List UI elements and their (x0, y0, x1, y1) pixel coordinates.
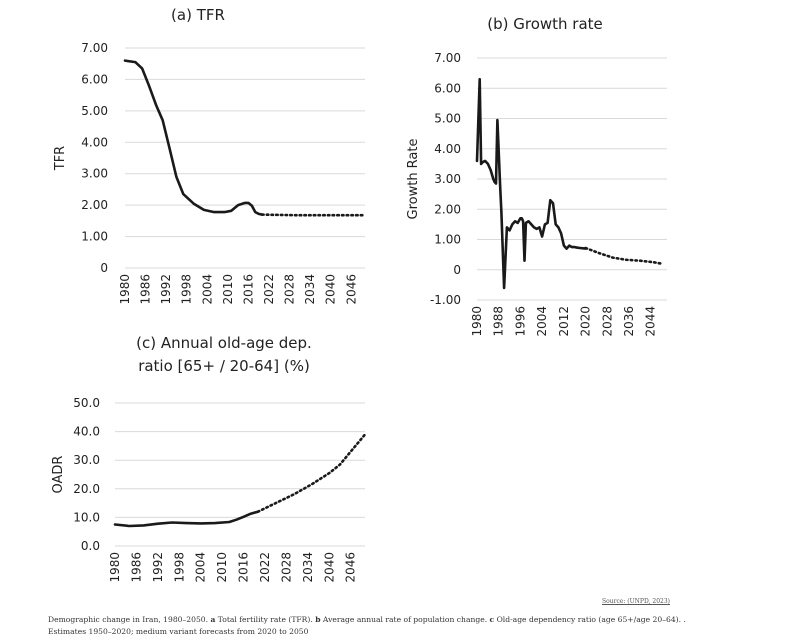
chart-c-x-tick-label: 2046 (344, 552, 358, 583)
chart-c-y-tick-label: 0.0 (81, 539, 100, 553)
chart-a-x-tick-label: 1986 (139, 274, 153, 305)
chart-a-y-axis-label: TFR (53, 146, 68, 171)
chart-c-x-tick-label: 2040 (322, 552, 336, 583)
chart-a-x-tick-label: 1992 (159, 274, 173, 305)
chart-a-y-tick-label: 7.00 (81, 41, 108, 55)
chart-b-y-tick-label: 6.00 (434, 81, 461, 95)
chart-c-x-tick-label: 2022 (258, 552, 272, 583)
chart-c-y-tick-label: 40.0 (73, 425, 100, 439)
figure: 0 1.00 2.00 3.00 4.00 5.00 6.00 7.00 1980 1986 199… (51, 6, 667, 583)
chart-a-y-tick-label: 6.00 (81, 72, 108, 86)
chart-b-title: (b) Growth rate (487, 15, 603, 33)
caption-b-text: Average annual rate of population change… (320, 615, 490, 624)
chart-c-x-tick-label: 1992 (151, 552, 165, 583)
source-link[interactable]: 2023 (652, 598, 668, 605)
chart-b-x-tick-label: 1996 (513, 306, 527, 337)
chart-b-y-tick-label: 4.00 (434, 142, 461, 156)
caption-a-letter: a (210, 615, 216, 624)
chart-a-x-tick-label: 1980 (118, 274, 132, 305)
caption-c-letter: c (489, 615, 495, 624)
chart-a-y-tick-label: 0 (100, 261, 108, 275)
chart-c-y-axis-label: OADR (51, 456, 66, 494)
source-suffix: ) (667, 598, 670, 605)
chart-b-y-tick-label: 0 (453, 263, 461, 277)
chart-b-y-tick-label: 2.00 (434, 202, 461, 216)
chart-c-series-estimates-line (113, 510, 260, 528)
chart-b-x-tick-label: 2036 (622, 306, 636, 337)
chart-c-x-tick-label: 1986 (129, 552, 143, 583)
figure-panel: 0 1.00 2.00 3.00 4.00 5.00 6.00 7.00 1980 1986 199… (40, 0, 672, 612)
chart-b-series-estimates-line (475, 77, 587, 290)
chart-a-y-tick-label: 1.00 (81, 230, 108, 244)
source-prefix: Source: (UNPD, (601, 598, 653, 605)
chart-a-y-tick-label: 5.00 (81, 104, 108, 118)
chart-b-x-tick-label: 2020 (579, 306, 593, 337)
source-note: Source: (UNPD, 2023) (602, 598, 670, 605)
chart-c-x-tick-label: 2016 (237, 552, 251, 583)
chart-b-y-tick-label: 5.00 (434, 112, 461, 126)
chart-a-series-forecast-line (260, 213, 367, 217)
chart-c-x-tick-label: 1998 (172, 552, 186, 583)
chart-b-y-tick-label: -1.00 (430, 293, 461, 307)
chart-c-x-tick-label: 2004 (194, 552, 208, 583)
chart-b-x-tick-label: 1980 (470, 306, 484, 337)
caption-intro: Demographic change in Iran, 1980–2050. (48, 615, 211, 624)
chart-c-x-tick-label: 2028 (279, 552, 293, 583)
chart-a-x-tick-label: 1998 (180, 274, 194, 305)
chart-c-x-tick-label: 1980 (108, 552, 122, 583)
chart-a-series-estimates-line (123, 59, 264, 216)
chart-b-series-forecast-line (584, 246, 663, 266)
chart-c-y-tick-label: 10.0 (73, 510, 100, 524)
chart-a-x-tick-label: 2022 (262, 274, 276, 305)
chart-a-title: (a) TFR (171, 6, 225, 24)
chart-a-x-tick-label: 2004 (200, 274, 214, 305)
chart-b-x-tick-label: 2012 (557, 306, 571, 337)
chart-c-y-tick-label: 20.0 (73, 482, 100, 496)
chart-b-x-tick-label: 2044 (644, 306, 658, 337)
chart-b-y-tick-label: 7.00 (434, 51, 461, 65)
chart-a-y-tick-label: 2.00 (81, 198, 108, 212)
chart-c-x-tick-label: 2034 (301, 552, 315, 583)
caption-a-text: Total fertility rate (TFR). (215, 615, 316, 624)
chart-a-x-tick-label: 2034 (303, 274, 317, 305)
chart-c-title: (c) Annual old-age dep. (136, 334, 312, 352)
chart-b-x-tick-label: 2028 (600, 306, 614, 337)
chart-a-x-tick-label: 2040 (324, 274, 338, 305)
chart-b-y-tick-label: 3.00 (434, 172, 461, 186)
chart-c-x-tick-label: 2010 (215, 552, 229, 583)
chart-c-series-forecast-line (256, 433, 367, 514)
chart-a-x-tick-label: 2010 (221, 274, 235, 305)
chart-c-y-tick-label: 30.0 (73, 453, 100, 467)
chart-a-x-tick-label: 2028 (283, 274, 297, 305)
chart-a-y-tick-label: 3.00 (81, 167, 108, 181)
figure-caption: Demographic change in Iran, 1980–2050. a… (48, 614, 688, 638)
chart-b-x-tick-label: 1988 (492, 306, 506, 337)
chart-c-title: ratio [65+ / 20-64] (%) (138, 357, 310, 375)
chart-a-x-tick-label: 2016 (241, 274, 255, 305)
chart-b-y-tick-label: 1.00 (434, 233, 461, 247)
caption-b-letter: b (315, 615, 321, 624)
chart-a-x-tick-label: 2046 (344, 274, 358, 305)
chart-c-y-tick-label: 50.0 (73, 396, 100, 410)
chart-a-y-tick-label: 4.00 (81, 135, 108, 149)
chart-b-y-axis-label: Growth Rate (406, 139, 421, 220)
caption-c-text: Old-age dependency ratio (age 65+/age 20… (48, 615, 686, 636)
chart-b-x-tick-label: 2004 (535, 306, 549, 337)
